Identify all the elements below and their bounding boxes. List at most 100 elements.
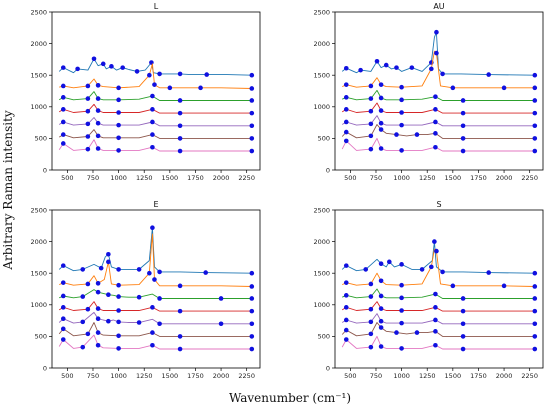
data-point: [378, 127, 384, 132]
data-point: [532, 308, 538, 314]
data-point: [532, 110, 538, 116]
data-point: [106, 251, 111, 257]
data-point: [399, 282, 404, 288]
x-tick-label: 750: [370, 372, 382, 380]
data-point: [249, 110, 255, 116]
data-point: [399, 295, 404, 301]
data-point: [409, 65, 415, 70]
data-point: [343, 82, 349, 87]
data-point: [116, 148, 121, 153]
data-point: [116, 308, 121, 313]
data-point: [368, 83, 374, 89]
series-line-5: [341, 313, 535, 325]
x-tick-label: 2250: [238, 372, 255, 380]
x-tick-label: 1500: [162, 372, 179, 380]
chart-panel: E 500 750 1000 1250 1500 1750 2000 2250 0 500 1000 1…: [30, 200, 261, 380]
data-point: [91, 56, 97, 62]
data-point: [399, 84, 404, 90]
data-point: [343, 138, 349, 144]
data-point: [177, 110, 183, 116]
data-point: [60, 326, 66, 332]
data-point: [136, 267, 142, 272]
y-tick-label: 2500: [30, 8, 47, 16]
data-point: [486, 270, 491, 275]
series-line-4: [58, 301, 252, 312]
data-point: [80, 344, 86, 350]
data-point: [95, 316, 101, 322]
data-point: [368, 108, 374, 114]
y-tick-label: 0: [43, 166, 47, 174]
data-point: [60, 65, 66, 70]
data-point: [433, 291, 438, 297]
series-line-3: [342, 288, 535, 299]
data-point: [60, 141, 66, 146]
data-point: [399, 262, 404, 267]
data-point: [60, 263, 66, 268]
plot-frame: [51, 209, 261, 369]
series-line-2: [59, 63, 252, 89]
data-point: [433, 107, 438, 112]
data-point: [434, 248, 439, 254]
data-point: [177, 346, 183, 352]
data-point: [249, 136, 255, 141]
data-point: [532, 334, 538, 339]
x-tick-label: 1750: [187, 174, 204, 182]
plot-frame: [334, 11, 544, 171]
data-point: [460, 334, 466, 339]
data-point: [368, 331, 374, 337]
series-line-4: [341, 301, 535, 312]
data-point: [249, 123, 255, 129]
data-point: [433, 131, 438, 136]
data-point: [60, 119, 66, 125]
x-tick-label: 2250: [521, 372, 538, 380]
y-tick-label: 500: [318, 135, 330, 143]
data-point: [95, 120, 101, 126]
data-point: [433, 94, 438, 99]
data-point: [433, 119, 438, 125]
data-point: [60, 95, 66, 100]
data-point: [532, 123, 538, 129]
x-tick-label: 1250: [419, 372, 436, 380]
data-point: [249, 270, 255, 276]
series-line-2: [59, 233, 252, 287]
data-point: [60, 107, 66, 112]
data-point: [532, 296, 538, 301]
data-point: [368, 96, 374, 101]
data-point: [95, 146, 101, 151]
data-point: [414, 132, 420, 137]
data-point: [399, 320, 404, 326]
data-point: [152, 82, 157, 87]
data-point: [147, 72, 152, 78]
data-point: [95, 133, 101, 139]
x-tick-label: 2000: [496, 372, 513, 380]
data-point: [399, 122, 404, 128]
y-tick-label: 1000: [30, 103, 47, 111]
data-point: [98, 265, 104, 271]
data-point: [116, 319, 121, 325]
data-point: [116, 135, 121, 141]
data-point: [249, 86, 255, 91]
data-point: [177, 334, 183, 339]
x-tick-label: 750: [87, 372, 99, 380]
data-point: [343, 65, 349, 71]
data-point: [399, 97, 404, 103]
data-point: [532, 321, 538, 327]
data-point: [95, 83, 101, 88]
data-point: [399, 148, 404, 153]
data-point: [150, 119, 155, 125]
data-point: [532, 270, 538, 276]
data-point: [120, 65, 125, 70]
x-axis-title: Wavenumber (cm⁻¹): [229, 391, 351, 405]
data-point: [152, 277, 157, 282]
data-point: [343, 95, 349, 100]
data-point: [501, 85, 507, 91]
data-point: [363, 267, 369, 272]
data-point: [249, 346, 255, 352]
data-point: [218, 296, 224, 301]
data-point: [249, 308, 255, 314]
data-point: [116, 282, 121, 288]
data-point: [85, 134, 91, 139]
data-point: [383, 62, 389, 68]
y-tick-label: 2500: [313, 206, 330, 214]
